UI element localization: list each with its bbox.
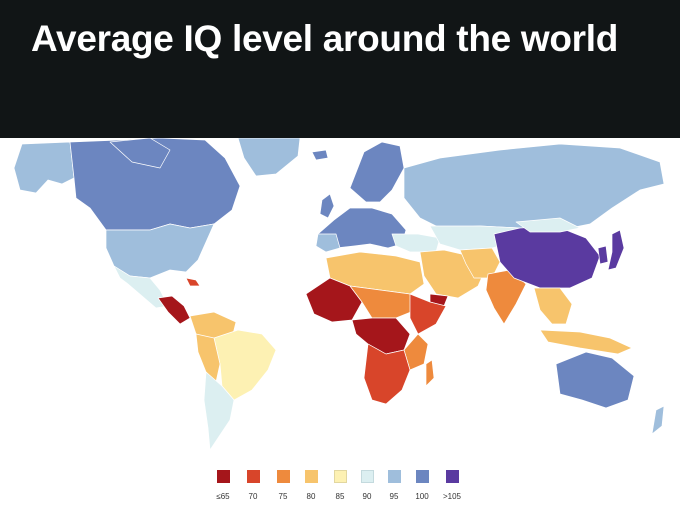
region-caribbean [185,277,201,287]
legend-label-100: 100 [415,492,429,501]
legend-swatch-80 [305,470,318,483]
page-title: Average IQ level around the world [31,18,619,59]
legend-swatch-gt105 [446,470,459,483]
legend-label-gt105: >105 [442,492,462,501]
region-russia [403,143,665,231]
legend-label-le65: ≤65 [216,492,230,501]
world-iq-map [0,138,680,453]
region-central-america [157,295,191,325]
legend-label-80: 80 [306,492,316,501]
legend-label-75: 75 [278,492,288,501]
legend-label-85: 85 [335,492,345,501]
region-mexico [113,265,169,309]
region-horn-of-africa [409,293,447,335]
legend-label-90: 90 [362,492,372,501]
region-sahel [349,285,417,319]
region-mongolia [515,217,581,233]
region-iberia [315,233,341,253]
region-madagascar [425,359,435,387]
region-arctic-islands [109,138,171,169]
region-korea [597,245,609,265]
legend-swatch-le65 [217,470,230,483]
region-southern-cone [203,371,235,451]
legend-swatch-100 [416,470,429,483]
legend-swatch-90 [361,470,374,483]
header-bar: Average IQ level around the world [0,0,680,138]
legend-label-95: 95 [389,492,399,501]
region-new-zealand [651,405,665,435]
region-greenland [237,138,301,177]
region-japan [607,229,625,271]
region-brazil [213,329,277,401]
region-australia [555,351,635,409]
region-uk [319,193,335,219]
region-west-africa [305,277,363,323]
region-indonesia [539,329,633,355]
legend-label-70: 70 [248,492,258,501]
legend-swatch-70 [247,470,260,483]
region-iceland [311,149,329,161]
legend-swatch-85 [334,470,347,483]
legend-swatch-75 [277,470,290,483]
region-southern-africa [363,343,411,405]
legend-swatch-95 [388,470,401,483]
color-legend: ≤65 70 75 80 85 90 95 100 >105 [210,470,480,504]
region-southeast-asia [533,287,573,325]
